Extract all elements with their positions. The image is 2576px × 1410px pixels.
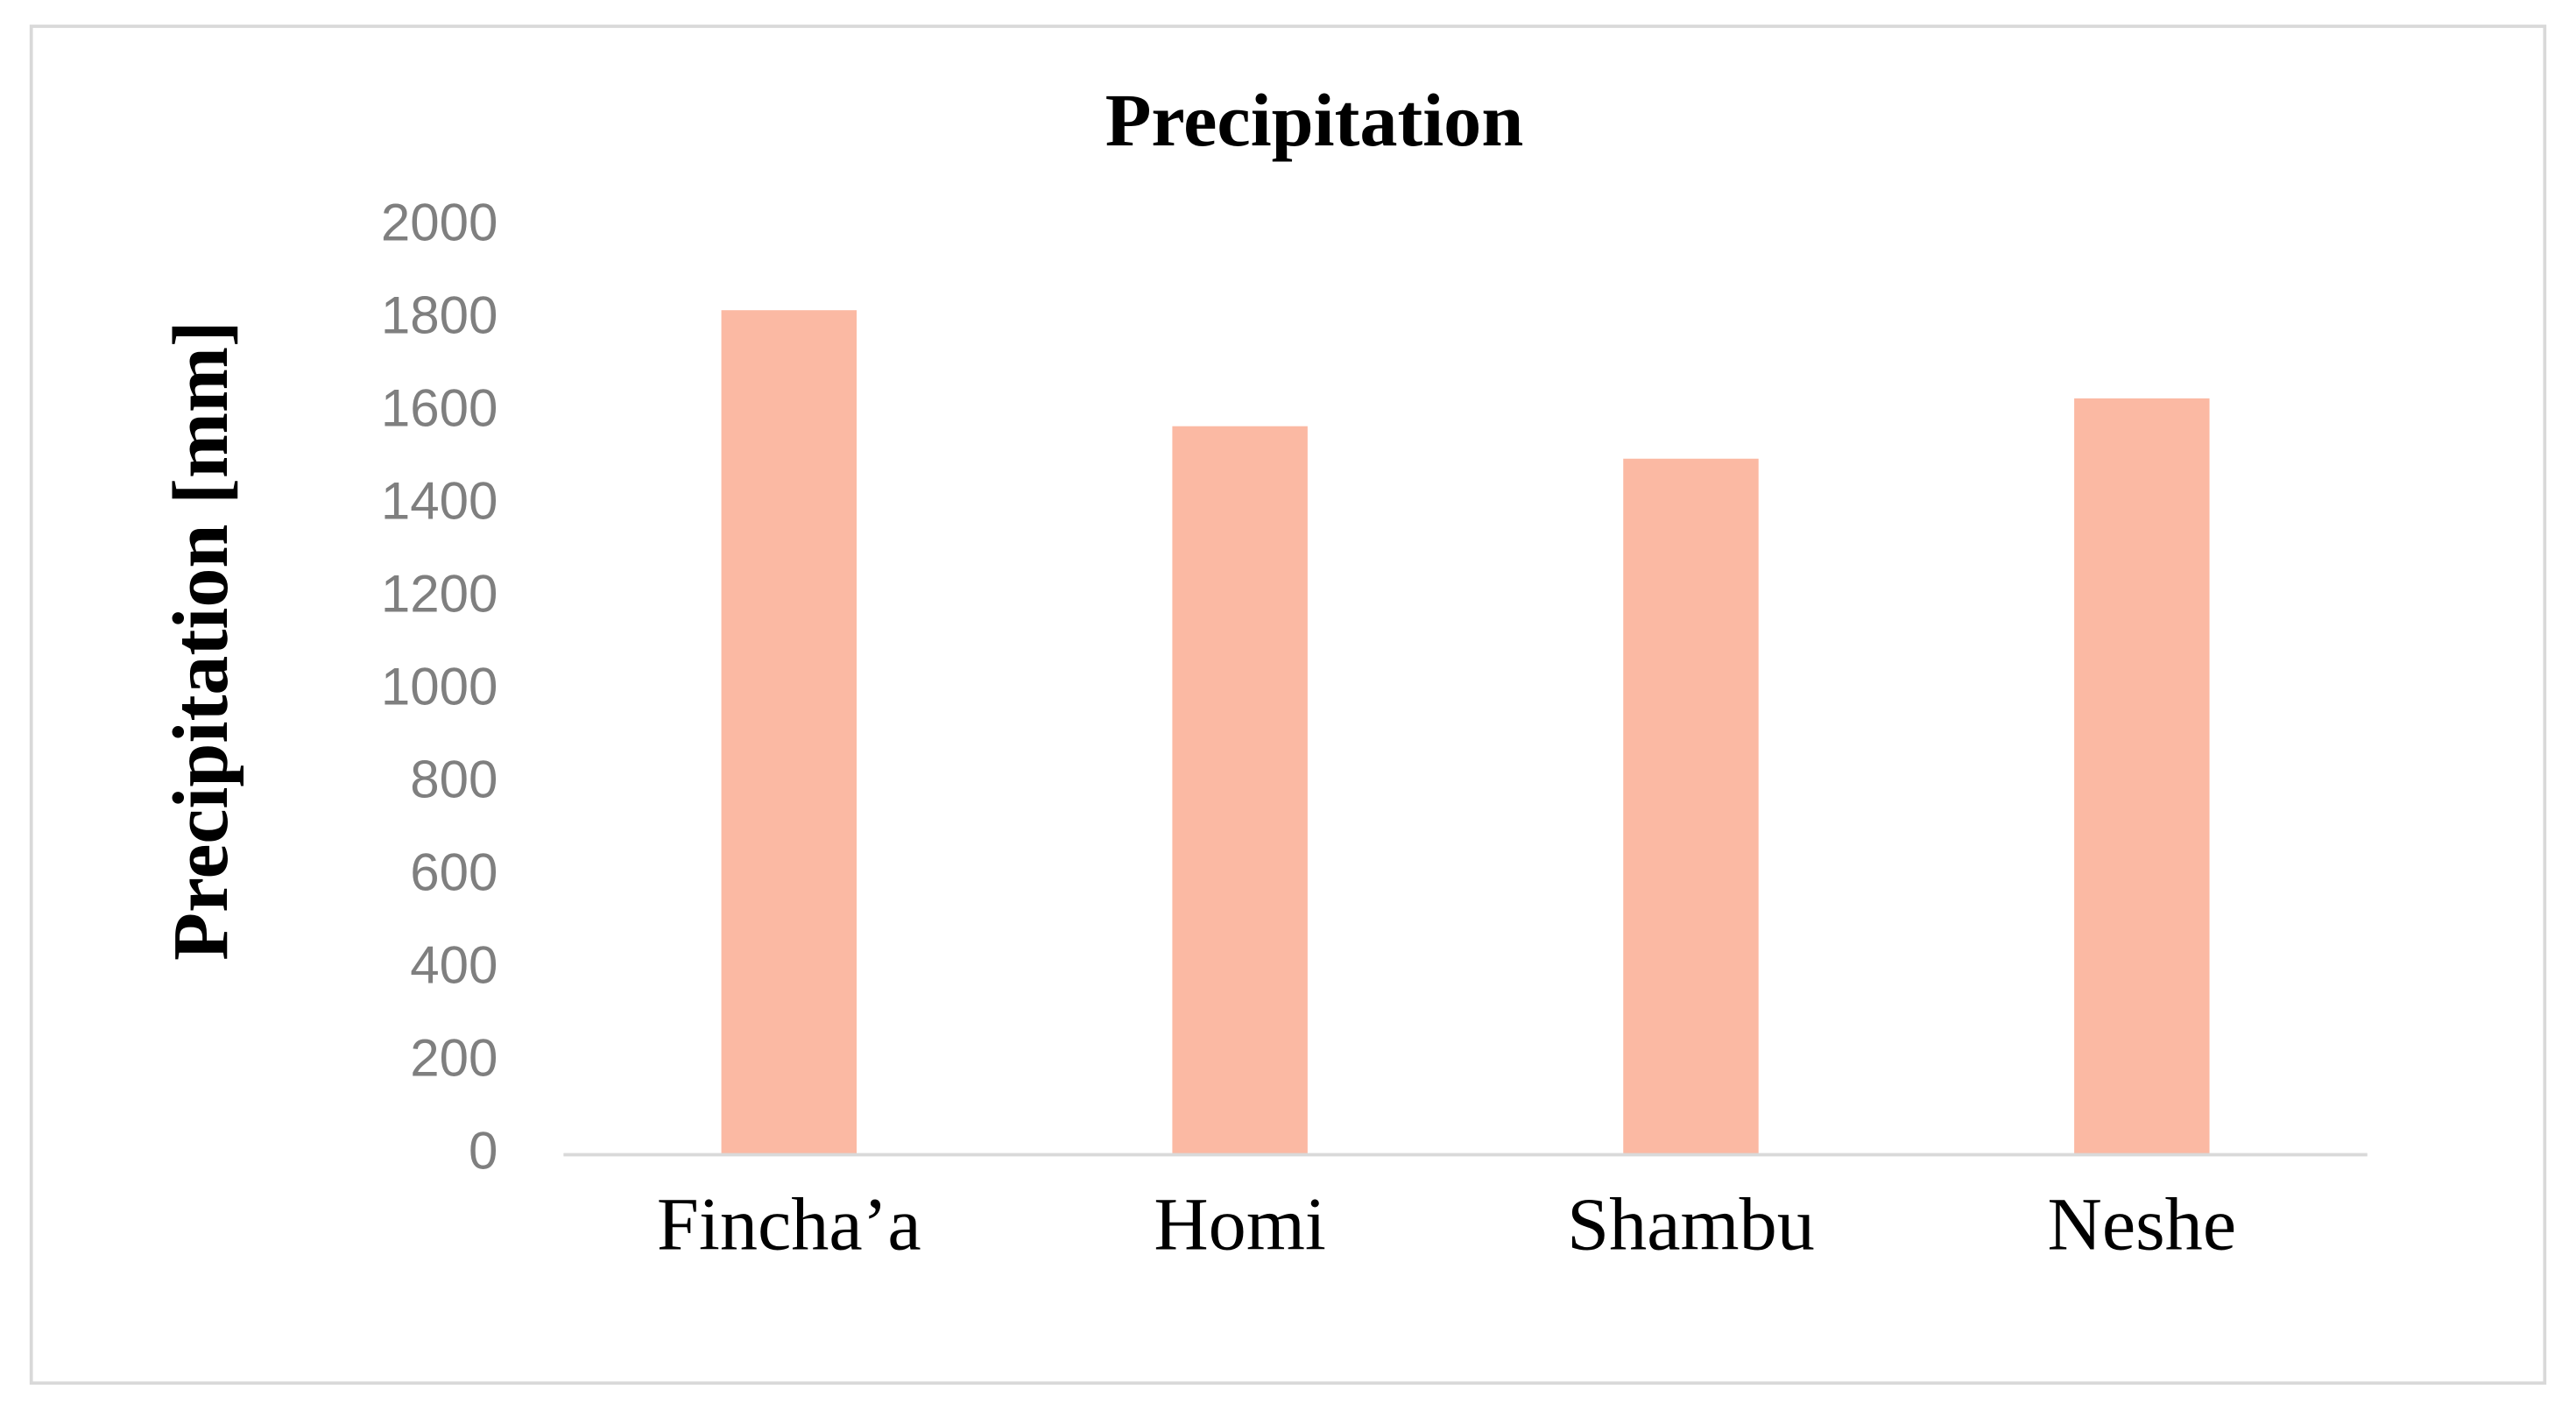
- y-tick-label: 0: [469, 1121, 498, 1180]
- chart-title: Precipitation: [1105, 78, 1524, 162]
- y-tick-label: 400: [410, 935, 498, 994]
- y-tick-label: 600: [410, 842, 498, 901]
- y-tick-label: 1000: [381, 658, 498, 716]
- x-tick-label: Neshe: [2048, 1181, 2237, 1265]
- y-tick-label: 1200: [381, 565, 498, 624]
- x-tick-label: Fincha’a: [657, 1181, 921, 1265]
- bar: [721, 310, 857, 1155]
- y-tick-label: 1600: [381, 379, 498, 438]
- bar: [1623, 458, 1759, 1155]
- x-tick-label: Shambu: [1567, 1181, 1815, 1265]
- y-tick-label: 2000: [381, 194, 498, 252]
- y-axis-label: Precipitation [mm]: [158, 321, 244, 961]
- y-tick-label: 1400: [381, 472, 498, 531]
- bar: [1172, 426, 1308, 1155]
- x-tick-label: Homi: [1154, 1181, 1326, 1265]
- y-tick-label: 1800: [381, 286, 498, 345]
- bar: [2074, 398, 2210, 1155]
- y-tick-label: 200: [410, 1028, 498, 1087]
- y-tick-label: 800: [410, 751, 498, 809]
